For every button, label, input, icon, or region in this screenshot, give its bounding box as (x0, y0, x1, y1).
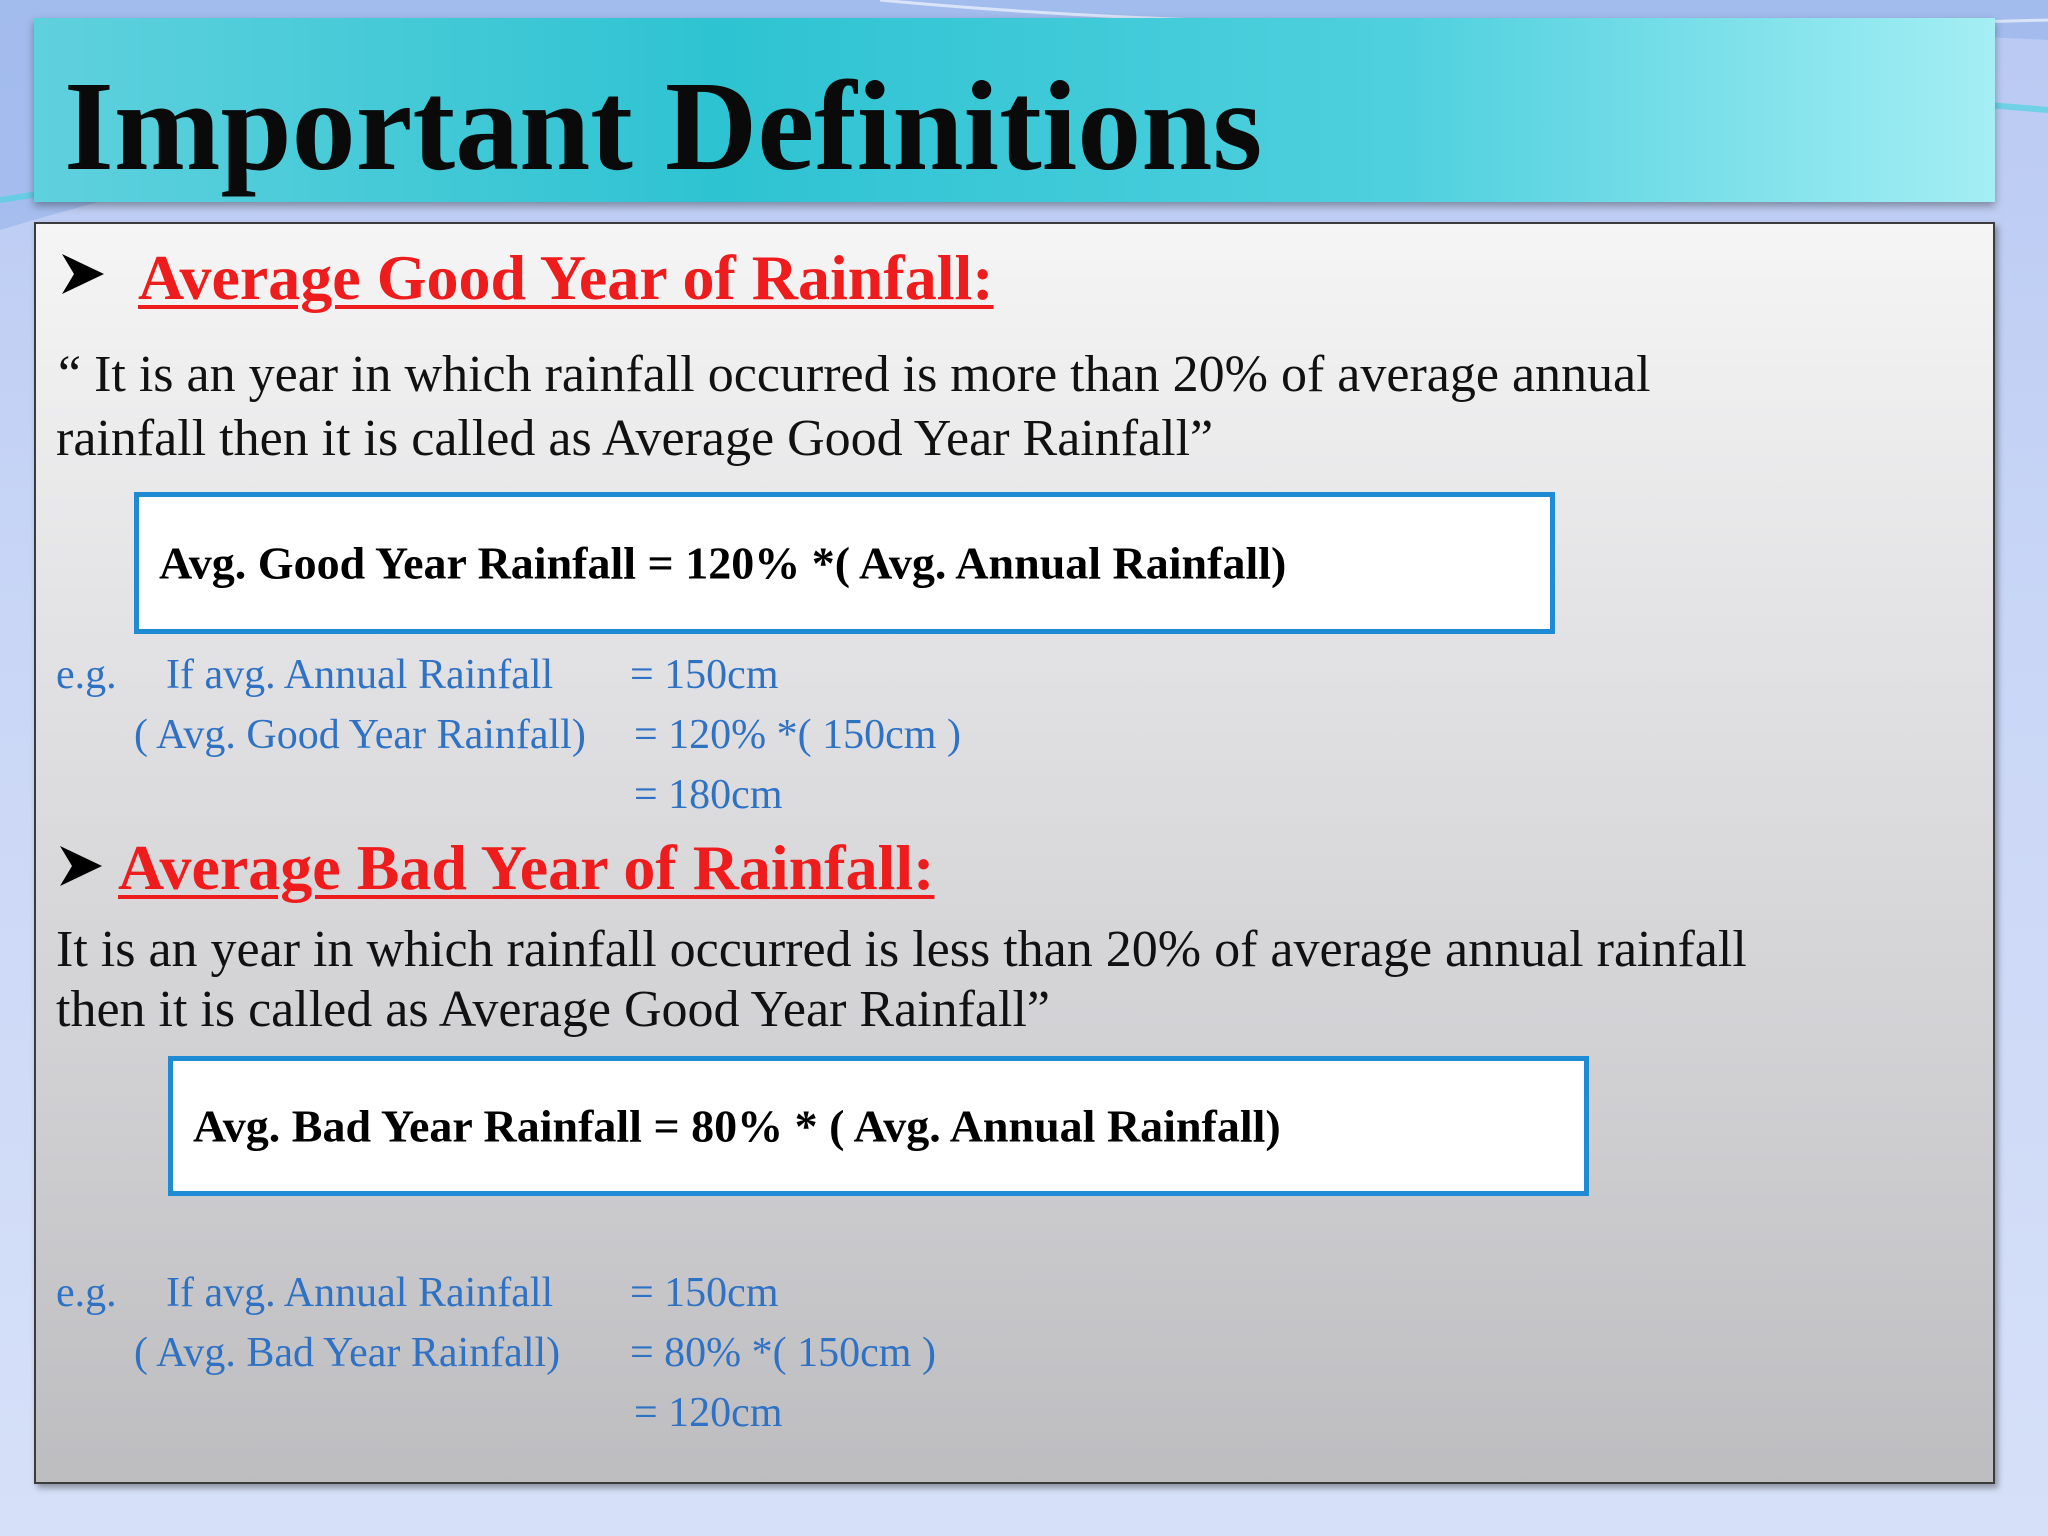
slide-title: Important Definitions (64, 55, 1263, 197)
bad-year-example-row3-value: = 120cm (634, 1390, 783, 1436)
good-year-definition-line2: rainfall then it is called as Average Go… (56, 410, 1214, 467)
bad-year-example-row1-value: = 150cm (630, 1270, 779, 1316)
bad-year-example-label: e.g. (56, 1270, 117, 1316)
good-year-formula-box: Avg. Good Year Rainfall = 120% *( Avg. A… (134, 492, 1555, 634)
good-year-example-row2-label: ( Avg. Good Year Rainfall) (134, 712, 586, 758)
good-year-formula: Avg. Good Year Rainfall = 120% *( Avg. A… (159, 537, 1287, 589)
good-year-example-row1-label: If avg. Annual Rainfall (166, 652, 554, 698)
bad-year-formula: Avg. Bad Year Rainfall = 80% * ( Avg. An… (193, 1100, 1281, 1152)
bad-year-definition-line2: then it is called as Average Good Year R… (56, 981, 1050, 1038)
good-year-example-row1-value: = 150cm (630, 652, 779, 698)
title-bar: Important Definitions (34, 18, 1995, 202)
arrow-bullet-icon (62, 254, 104, 294)
bad-year-definition-line1: It is an year in which rainfall occurred… (56, 921, 1747, 978)
good-year-definition-line1: “ It is an year in which rainfall occurr… (58, 346, 1651, 403)
bad-year-formula-box: Avg. Bad Year Rainfall = 80% * ( Avg. An… (168, 1056, 1589, 1196)
good-year-example-row3-value: = 180cm (634, 772, 783, 818)
arrow-bullet-icon (60, 846, 102, 886)
good-year-example-row2-value: = 120% *( 150cm ) (634, 712, 961, 758)
good-year-example-label: e.g. (56, 652, 117, 698)
bad-year-example-row2-value: = 80% *( 150cm ) (630, 1330, 936, 1376)
bad-year-heading: Average Bad Year of Rainfall: (118, 832, 935, 903)
bad-year-example-row1-label: If avg. Annual Rainfall (166, 1270, 554, 1316)
good-year-heading: Average Good Year of Rainfall: (138, 242, 994, 313)
content-panel: Average Good Year of Rainfall: “ It is a… (34, 222, 1995, 1484)
bad-year-example-row2-label: ( Avg. Bad Year Rainfall) (134, 1330, 561, 1376)
